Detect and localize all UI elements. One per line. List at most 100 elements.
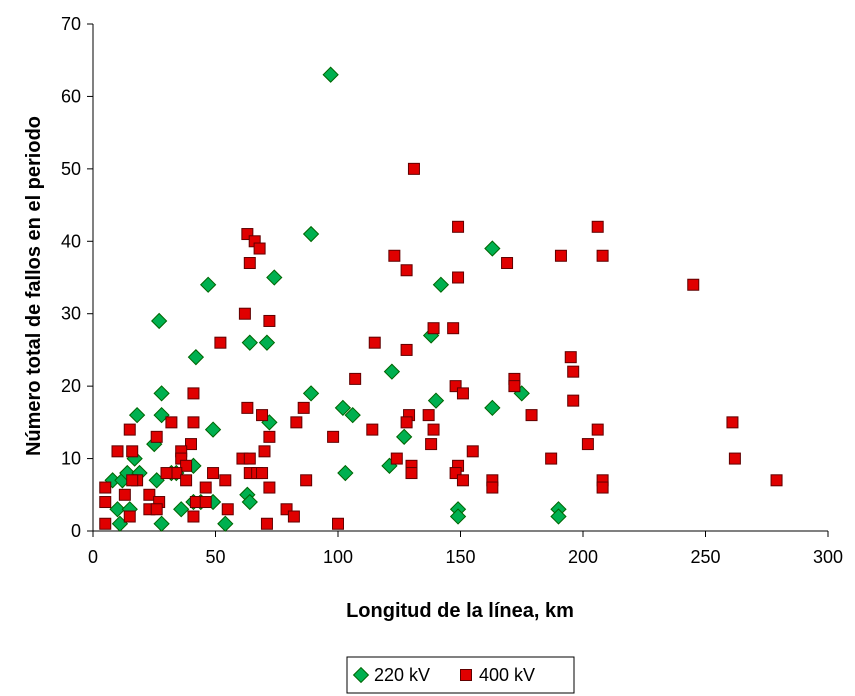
x-tick-label: 250 [690, 547, 720, 567]
square-point [185, 438, 197, 451]
square-point [728, 452, 741, 465]
square-point [263, 481, 276, 494]
x-tick-label: 50 [205, 547, 225, 567]
diamond-point [241, 493, 258, 511]
square-point [199, 496, 212, 509]
diamond-point [449, 508, 467, 525]
square-point [332, 517, 344, 530]
square-point [388, 249, 401, 262]
square-point [187, 510, 200, 523]
x-tick-label: 100 [323, 547, 353, 567]
square-point [591, 423, 604, 436]
diamond-point [258, 334, 276, 351]
square-point [297, 401, 310, 414]
diamond-point [217, 515, 234, 532]
y-axis-title: Número total de fallos en el periodo [23, 116, 45, 456]
square-point [449, 380, 462, 393]
square-point [349, 372, 362, 385]
square-point [456, 387, 469, 400]
square-point [427, 423, 440, 436]
square-point [327, 430, 340, 443]
y-tick-label: 50 [61, 159, 81, 179]
legend-marker [352, 666, 370, 684]
data-points [99, 66, 783, 532]
square-point [452, 271, 465, 284]
x-tick-label: 200 [568, 547, 598, 567]
square-point [770, 474, 783, 487]
square-point [508, 380, 521, 393]
square-point [596, 249, 609, 262]
diamond-point [334, 399, 352, 417]
square-point [150, 430, 163, 443]
square-point [366, 423, 379, 436]
square-point [449, 467, 462, 480]
y-tick-label: 70 [61, 14, 81, 34]
square-point [368, 336, 381, 349]
diamond-point [484, 240, 501, 257]
square-point [567, 365, 580, 378]
square-point [126, 474, 139, 487]
square-point [99, 481, 112, 494]
diamond-point [128, 406, 146, 424]
square-point [160, 467, 173, 480]
square-point [180, 459, 193, 472]
diamond-point [266, 269, 283, 286]
y-axis: 0 10 20 30 40 50 60 70 [61, 14, 93, 541]
x-axis: 0 50 100 150 200 250 300 [88, 531, 843, 567]
legend-label: 400 kV [479, 665, 535, 685]
square-point [256, 467, 269, 480]
diamond-point [187, 349, 205, 366]
diamond-point [109, 501, 126, 518]
square-point [287, 510, 300, 523]
diamond-point [151, 312, 168, 330]
diamond-point [484, 399, 501, 417]
square-point [126, 445, 139, 458]
square-point [407, 162, 420, 175]
square-point [241, 401, 254, 414]
square-point [486, 481, 499, 494]
diamond-point [204, 421, 222, 438]
square-point [726, 416, 739, 429]
legend-marker [460, 669, 472, 681]
square-point [99, 496, 112, 509]
square-point [180, 474, 193, 487]
square-point [118, 488, 131, 501]
diamond-point [427, 392, 445, 409]
y-tick-label: 60 [61, 86, 81, 106]
square-point [425, 438, 438, 451]
diamond-point [396, 428, 413, 445]
square-point [258, 445, 271, 458]
square-point [253, 242, 266, 255]
square-point [165, 416, 178, 429]
diamond-point [550, 508, 567, 525]
square-point [427, 322, 440, 335]
square-point [545, 452, 558, 465]
series-2 [99, 162, 783, 530]
square-point [219, 474, 232, 487]
diamond-point [383, 363, 401, 380]
square-point [241, 228, 254, 241]
diamond-point [322, 66, 339, 83]
square-point [238, 307, 251, 320]
diamond-point [302, 385, 320, 402]
square-point [422, 409, 435, 422]
square-point [263, 314, 276, 327]
y-tick-label: 0 [71, 521, 81, 541]
square-point [187, 416, 200, 429]
square-point [290, 416, 303, 429]
y-tick-label: 10 [61, 449, 81, 469]
diamond-point [153, 385, 170, 402]
square-point [466, 445, 479, 458]
square-point [199, 481, 212, 494]
square-point [243, 452, 256, 465]
square-point [567, 394, 580, 407]
diamond-point [241, 334, 258, 351]
square-point [263, 430, 276, 443]
diamond-point [200, 276, 217, 293]
square-point [596, 481, 609, 494]
diamond-point [173, 501, 190, 518]
square-point [405, 467, 418, 480]
diamond-point [302, 225, 320, 243]
square-point [452, 220, 465, 233]
x-tick-label: 0 [88, 547, 98, 567]
